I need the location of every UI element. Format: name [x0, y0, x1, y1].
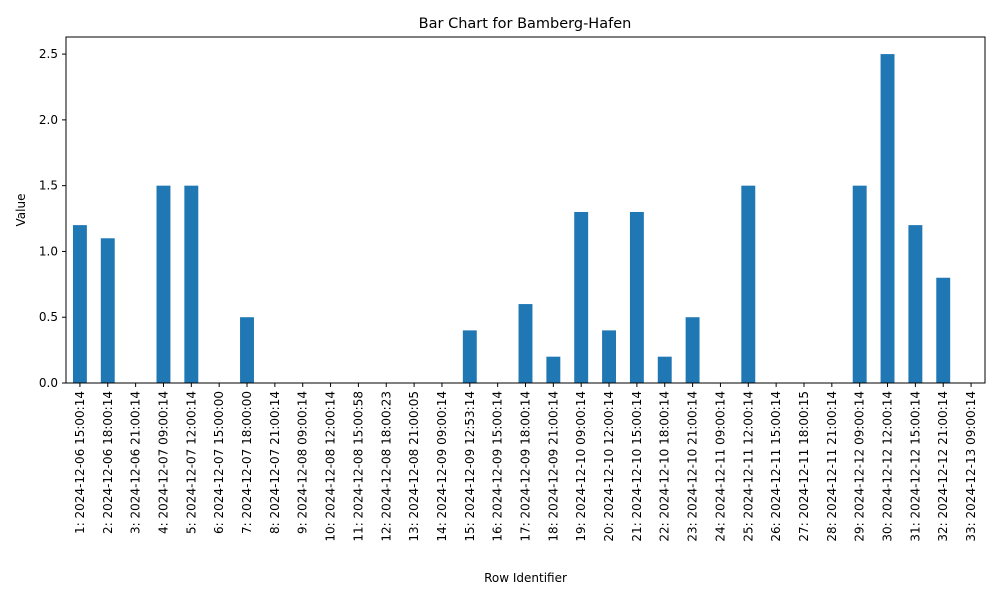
bar — [908, 225, 923, 383]
x-tick-label: 16: 2024-12-09 15:00:14 — [491, 391, 505, 542]
x-tick-label: 2: 2024-12-06 18:00:14 — [101, 391, 115, 534]
bars-layer — [72, 54, 951, 383]
plot-frame — [65, 36, 986, 384]
y-tick-label: 0.0 — [39, 376, 58, 390]
x-tick-label: 13: 2024-12-08 21:00:05 — [407, 391, 421, 542]
x-tick-label: 23: 2024-12-10 21:00:14 — [686, 391, 700, 542]
x-axis-title: Row Identifier — [484, 571, 567, 585]
x-tick-label: 21: 2024-12-10 15:00:14 — [630, 391, 644, 542]
bar — [546, 356, 561, 383]
bar — [462, 330, 477, 383]
x-tick-label: 19: 2024-12-10 09:00:14 — [574, 391, 588, 542]
y-tick-label: 1.5 — [39, 179, 58, 193]
x-tick-label: 28: 2024-12-11 21:00:14 — [825, 391, 839, 542]
chart-title: Bar Chart for Bamberg-Hafen — [419, 16, 632, 32]
bar — [72, 225, 87, 383]
x-tick-label: 5: 2024-12-07 12:00:14 — [184, 391, 198, 534]
y-axis-title: Value — [14, 194, 28, 227]
bar — [156, 185, 171, 383]
y-tick-label: 1.0 — [39, 244, 58, 258]
x-tick-label: 18: 2024-12-09 21:00:14 — [546, 391, 560, 542]
y-axis: 0.0 0.5 1.0 1.5 2.0 2.5 — [39, 47, 66, 390]
x-tick-label: 31: 2024-12-12 15:00:14 — [908, 391, 922, 542]
x-tick-label: 32: 2024-12-12 21:00:14 — [936, 391, 950, 542]
bar — [184, 185, 199, 383]
bar — [685, 317, 700, 383]
bar — [657, 356, 672, 383]
x-tick-label: 33: 2024-12-13 09:00:14 — [964, 391, 978, 542]
x-tick-label: 11: 2024-12-08 15:00:58 — [351, 391, 365, 542]
bar — [741, 185, 756, 383]
x-tick-label: 15: 2024-12-09 12:53:14 — [463, 391, 477, 542]
x-tick-label: 25: 2024-12-11 12:00:14 — [741, 391, 755, 542]
x-tick-label: 10: 2024-12-08 12:00:14 — [324, 391, 338, 542]
x-tick-label: 24: 2024-12-11 09:00:14 — [713, 391, 727, 542]
x-tick-label: 9: 2024-12-08 09:00:14 — [296, 391, 310, 534]
x-tick-label: 29: 2024-12-12 09:00:14 — [853, 391, 867, 542]
x-tick-label: 8: 2024-12-07 21:00:14 — [268, 391, 282, 534]
bar — [880, 54, 895, 383]
x-tick-label: 20: 2024-12-10 12:00:14 — [602, 391, 616, 542]
x-tick-label: 4: 2024-12-07 09:00:14 — [156, 391, 170, 534]
x-tick-label: 26: 2024-12-11 15:00:14 — [769, 391, 783, 542]
x-tick-label: 30: 2024-12-12 12:00:14 — [881, 391, 895, 542]
x-tick-label: 22: 2024-12-10 18:00:14 — [658, 391, 672, 542]
x-tick-label: 17: 2024-12-09 18:00:14 — [519, 391, 533, 542]
x-tick-label: 14: 2024-12-09 09:00:14 — [435, 391, 449, 542]
bar — [936, 277, 951, 383]
bar — [518, 304, 533, 383]
x-tick-label: 1: 2024-12-06 15:00:14 — [73, 391, 87, 534]
bar — [602, 330, 616, 383]
x-tick-label: 3: 2024-12-06 21:00:14 — [129, 391, 143, 534]
y-tick-label: 0.5 — [39, 310, 58, 324]
x-tick-label: 7: 2024-12-07 18:00:00 — [240, 391, 254, 534]
x-tick-label: 6: 2024-12-07 15:00:00 — [212, 391, 226, 534]
bar — [100, 238, 115, 383]
bar — [629, 211, 644, 383]
bar — [240, 317, 254, 383]
x-tick-label: 27: 2024-12-11 18:00:15 — [797, 391, 811, 542]
bar — [574, 211, 589, 383]
y-tick-label: 2.5 — [39, 47, 58, 61]
x-tick-label: 12: 2024-12-08 18:00:23 — [379, 391, 393, 542]
x-axis: 1: 2024-12-06 15:00:14 2: 2024-12-06 18:0… — [73, 383, 978, 542]
bar — [852, 185, 867, 383]
y-tick-label: 2.0 — [39, 113, 58, 127]
